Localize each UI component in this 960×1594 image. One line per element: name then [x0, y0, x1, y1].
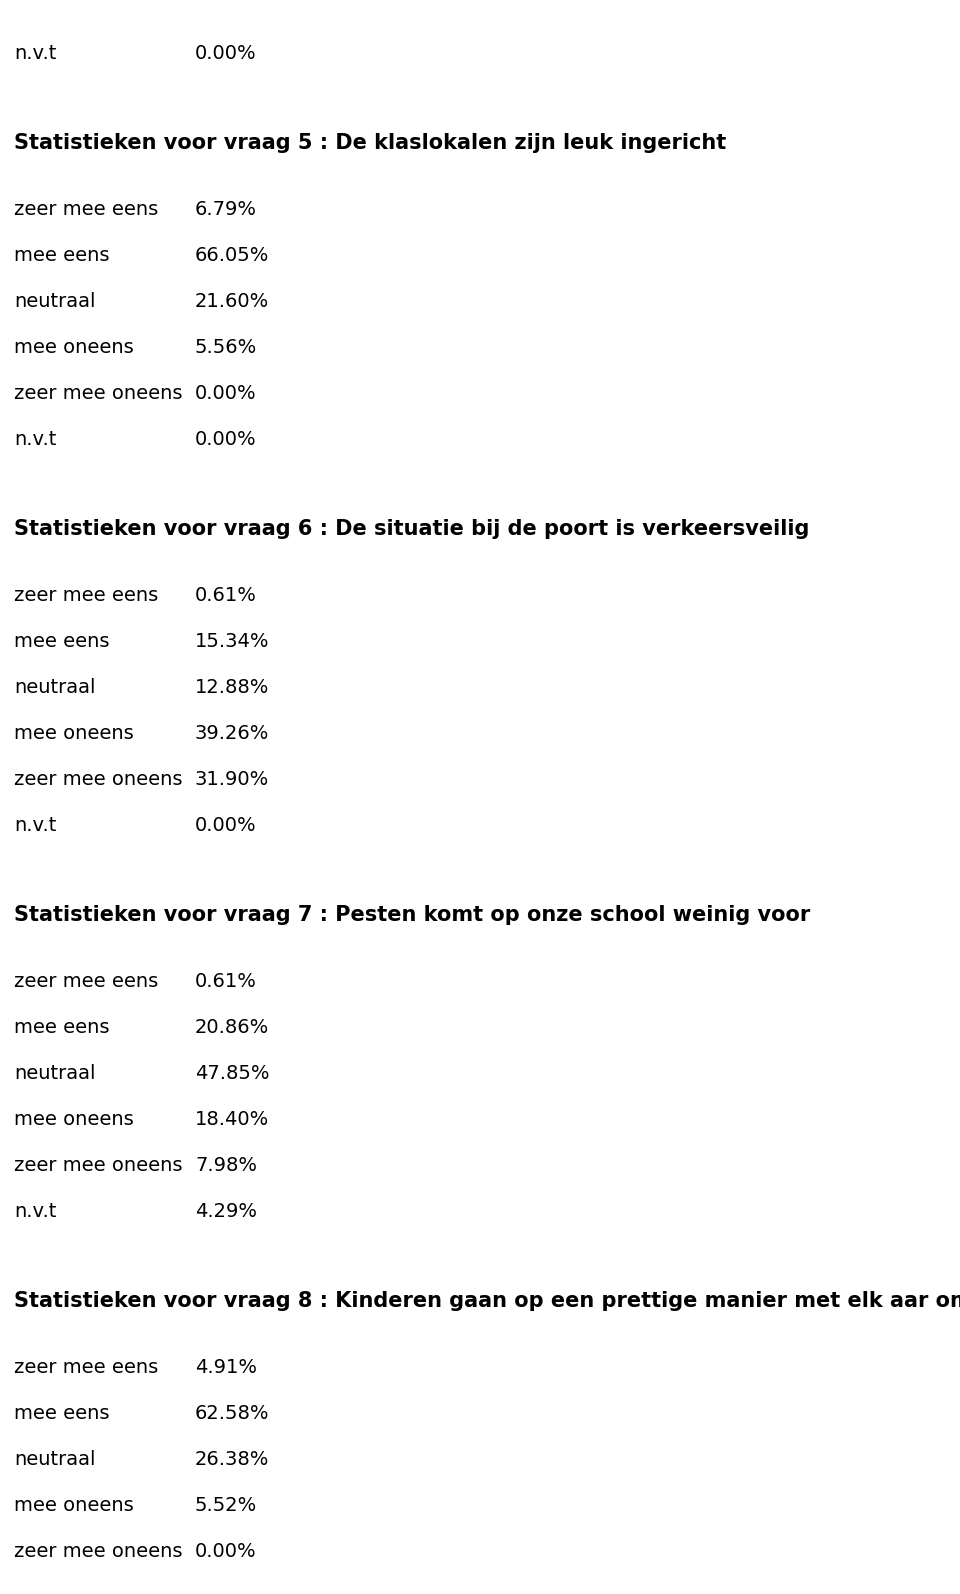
Text: mee eens: mee eens	[14, 1404, 109, 1423]
Text: zeer mee oneens: zeer mee oneens	[14, 770, 182, 789]
Text: 62.58%: 62.58%	[195, 1404, 270, 1423]
Text: mee oneens: mee oneens	[14, 724, 133, 743]
Text: 4.91%: 4.91%	[195, 1358, 257, 1377]
Text: 0.00%: 0.00%	[195, 384, 256, 403]
Text: 39.26%: 39.26%	[195, 724, 270, 743]
Text: zeer mee oneens: zeer mee oneens	[14, 384, 182, 403]
Text: Statistieken voor vraag 7 : Pesten komt op onze school weinig voor: Statistieken voor vraag 7 : Pesten komt …	[14, 905, 810, 925]
Text: 0.00%: 0.00%	[195, 45, 256, 64]
Text: 21.60%: 21.60%	[195, 292, 269, 311]
Text: neutraal: neutraal	[14, 292, 95, 311]
Text: 12.88%: 12.88%	[195, 677, 270, 697]
Text: 5.52%: 5.52%	[195, 1497, 257, 1514]
Text: zeer mee eens: zeer mee eens	[14, 587, 158, 606]
Text: neutraal: neutraal	[14, 1451, 95, 1470]
Text: n.v.t: n.v.t	[14, 430, 57, 450]
Text: zeer mee oneens: zeer mee oneens	[14, 1156, 182, 1175]
Text: mee eens: mee eens	[14, 245, 109, 265]
Text: 31.90%: 31.90%	[195, 770, 269, 789]
Text: 5.56%: 5.56%	[195, 338, 257, 357]
Text: neutraal: neutraal	[14, 1065, 95, 1082]
Text: 18.40%: 18.40%	[195, 1109, 269, 1129]
Text: mee eens: mee eens	[14, 1019, 109, 1038]
Text: 66.05%: 66.05%	[195, 245, 270, 265]
Text: Statistieken voor vraag 5 : De klaslokalen zijn leuk ingericht: Statistieken voor vraag 5 : De klaslokal…	[14, 132, 727, 153]
Text: zeer mee eens: zeer mee eens	[14, 1358, 158, 1377]
Text: mee oneens: mee oneens	[14, 1497, 133, 1514]
Text: zeer mee oneens: zeer mee oneens	[14, 1541, 182, 1561]
Text: 0.61%: 0.61%	[195, 972, 257, 991]
Text: Statistieken voor vraag 8 : Kinderen gaan op een prettige manier met elk aar om: Statistieken voor vraag 8 : Kinderen gaa…	[14, 1291, 960, 1310]
Text: 0.61%: 0.61%	[195, 587, 257, 606]
Text: 6.79%: 6.79%	[195, 199, 257, 218]
Text: neutraal: neutraal	[14, 677, 95, 697]
Text: mee oneens: mee oneens	[14, 1109, 133, 1129]
Text: 15.34%: 15.34%	[195, 631, 270, 650]
Text: 0.00%: 0.00%	[195, 430, 256, 450]
Text: 20.86%: 20.86%	[195, 1019, 269, 1038]
Text: Statistieken voor vraag 6 : De situatie bij de poort is verkeersveilig: Statistieken voor vraag 6 : De situatie …	[14, 520, 809, 539]
Text: n.v.t: n.v.t	[14, 45, 57, 64]
Text: 0.00%: 0.00%	[195, 1541, 256, 1561]
Text: n.v.t: n.v.t	[14, 816, 57, 835]
Text: 7.98%: 7.98%	[195, 1156, 257, 1175]
Text: zeer mee eens: zeer mee eens	[14, 972, 158, 991]
Text: 47.85%: 47.85%	[195, 1065, 270, 1082]
Text: n.v.t: n.v.t	[14, 1202, 57, 1221]
Text: zeer mee eens: zeer mee eens	[14, 199, 158, 218]
Text: mee eens: mee eens	[14, 631, 109, 650]
Text: 26.38%: 26.38%	[195, 1451, 270, 1470]
Text: 4.29%: 4.29%	[195, 1202, 257, 1221]
Text: 0.00%: 0.00%	[195, 816, 256, 835]
Text: mee oneens: mee oneens	[14, 338, 133, 357]
